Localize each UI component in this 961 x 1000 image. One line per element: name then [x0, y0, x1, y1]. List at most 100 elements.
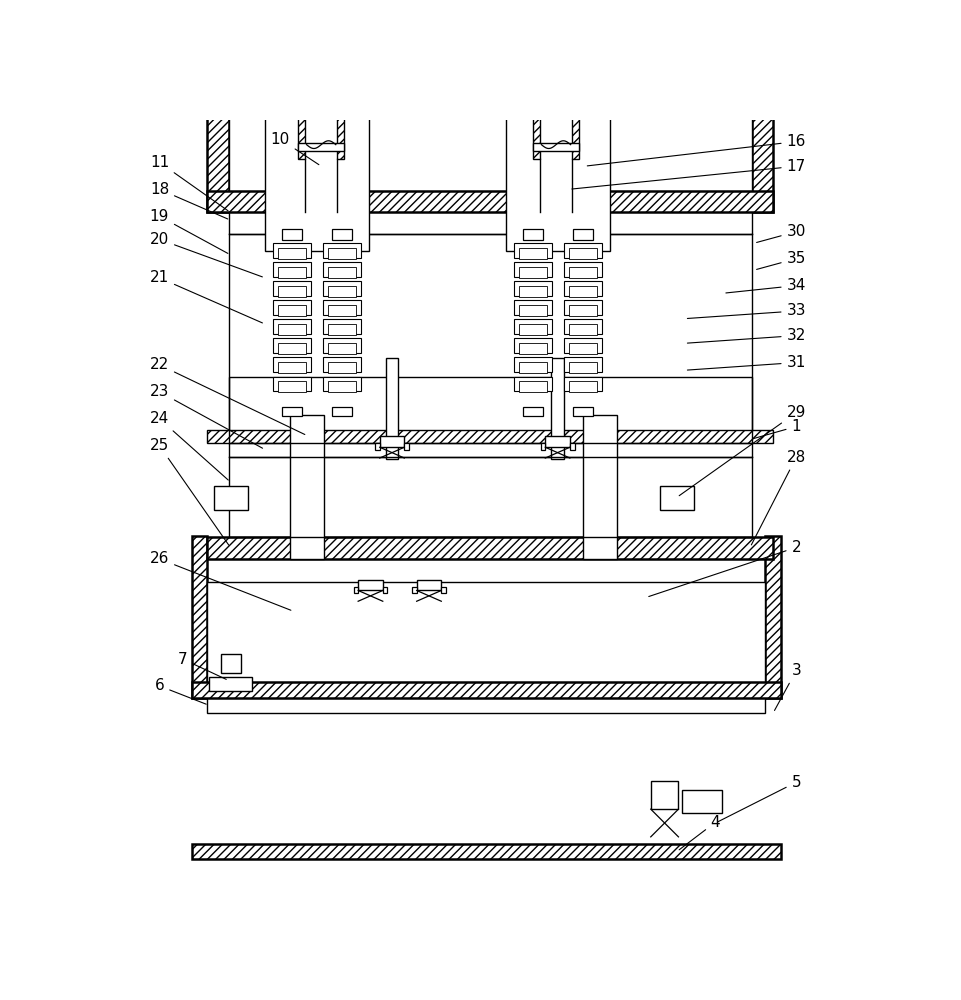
Bar: [298, 143, 344, 151]
Bar: [569, 305, 597, 316]
Text: 35: 35: [756, 251, 806, 269]
Text: 3: 3: [775, 663, 801, 710]
Bar: [569, 286, 597, 297]
Bar: [545, 436, 570, 447]
Bar: [681, 790, 722, 813]
Bar: [519, 324, 547, 335]
Bar: [441, 587, 446, 593]
Bar: [386, 358, 398, 459]
Bar: [208, 191, 774, 212]
Text: 10: 10: [271, 132, 319, 165]
Bar: [573, 229, 593, 240]
Bar: [514, 262, 552, 277]
Bar: [332, 407, 352, 416]
Bar: [290, 415, 324, 559]
Bar: [514, 243, 552, 258]
Bar: [323, 243, 360, 258]
Bar: [752, 0, 774, 212]
Text: 17: 17: [572, 159, 806, 189]
Bar: [564, 262, 602, 277]
Text: 18: 18: [150, 182, 228, 219]
Bar: [569, 362, 597, 373]
Bar: [380, 436, 405, 447]
Bar: [278, 267, 307, 278]
Bar: [273, 243, 310, 258]
Text: 16: 16: [587, 134, 806, 166]
Bar: [564, 377, 602, 391]
Text: 2: 2: [649, 540, 801, 597]
Text: 7: 7: [178, 652, 226, 679]
Bar: [265, 85, 369, 251]
Bar: [766, 536, 781, 698]
Text: 30: 30: [756, 224, 806, 242]
Bar: [569, 248, 597, 259]
Bar: [278, 286, 307, 297]
Text: 4: 4: [679, 815, 720, 850]
Bar: [564, 357, 602, 372]
Bar: [332, 229, 352, 240]
Text: 24: 24: [150, 411, 229, 480]
Bar: [569, 381, 597, 392]
Bar: [209, 677, 252, 691]
Bar: [273, 338, 310, 353]
Bar: [323, 262, 360, 277]
Text: 31: 31: [687, 355, 806, 370]
Bar: [323, 300, 360, 315]
Bar: [208, 582, 766, 713]
Bar: [519, 381, 547, 392]
Bar: [417, 580, 441, 590]
Bar: [514, 377, 552, 391]
Bar: [564, 281, 602, 296]
Bar: [519, 267, 547, 278]
Bar: [278, 305, 307, 316]
Text: 5: 5: [718, 775, 801, 822]
Bar: [519, 305, 547, 316]
Bar: [519, 343, 547, 354]
Bar: [278, 362, 307, 373]
Text: 1: 1: [752, 419, 801, 439]
Bar: [192, 844, 781, 859]
Bar: [358, 580, 382, 590]
Text: 26: 26: [150, 551, 291, 610]
Bar: [564, 319, 602, 334]
Text: 34: 34: [726, 278, 806, 293]
Bar: [273, 319, 310, 334]
Text: 6: 6: [155, 678, 207, 704]
Bar: [273, 300, 310, 315]
Bar: [523, 229, 543, 240]
Bar: [278, 381, 307, 392]
Bar: [573, 407, 593, 416]
Bar: [298, 105, 305, 158]
Bar: [273, 281, 310, 296]
Bar: [273, 377, 310, 391]
Text: 29: 29: [679, 405, 806, 496]
Bar: [328, 343, 357, 354]
Bar: [278, 343, 307, 354]
Bar: [323, 338, 360, 353]
Bar: [328, 305, 357, 316]
Bar: [273, 262, 310, 277]
Bar: [328, 381, 357, 392]
Text: 19: 19: [150, 209, 228, 253]
Bar: [323, 377, 360, 391]
Text: 33: 33: [687, 303, 806, 318]
Bar: [564, 243, 602, 258]
Bar: [282, 407, 303, 416]
Bar: [214, 486, 248, 510]
Bar: [519, 286, 547, 297]
Bar: [583, 415, 617, 559]
Bar: [533, 143, 579, 151]
Bar: [278, 324, 307, 335]
Bar: [506, 85, 610, 251]
Bar: [354, 587, 358, 593]
Bar: [328, 362, 357, 373]
Text: 22: 22: [150, 357, 305, 435]
Text: 32: 32: [687, 328, 806, 343]
Bar: [328, 267, 357, 278]
Bar: [569, 267, 597, 278]
Bar: [328, 248, 357, 259]
Bar: [514, 357, 552, 372]
Text: 23: 23: [150, 384, 262, 448]
Bar: [651, 781, 678, 809]
Bar: [208, 430, 774, 443]
